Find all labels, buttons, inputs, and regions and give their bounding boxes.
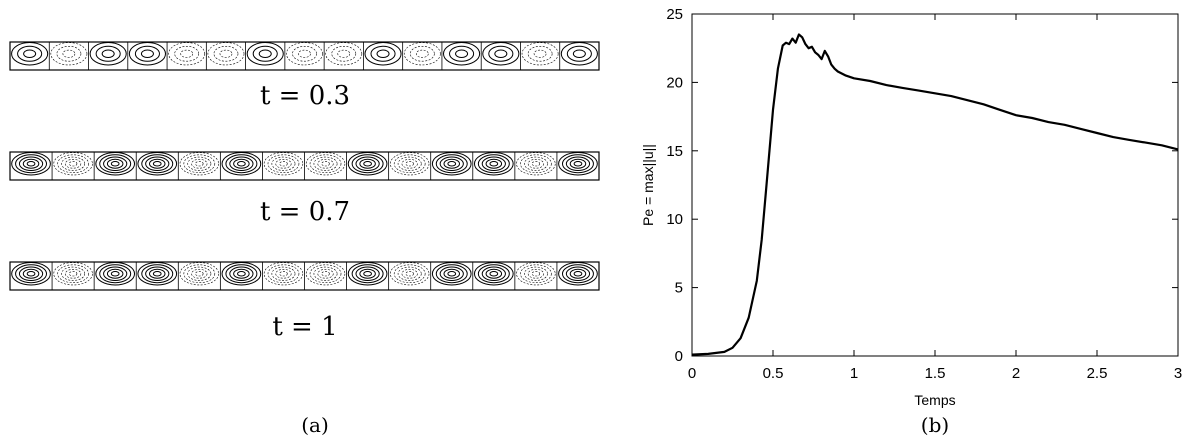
convection-cell: [514, 152, 556, 180]
convection-cell: [284, 42, 323, 70]
convection-cell: [51, 152, 93, 180]
convection-cell: [48, 42, 88, 70]
convection-cell: [472, 262, 514, 290]
convection-cell: [93, 152, 136, 180]
x-axis-label: Temps: [914, 392, 955, 408]
convection-cell: [166, 42, 206, 70]
convection-cell: [323, 42, 363, 70]
convection-cell: [304, 152, 346, 180]
convection-cell: [219, 262, 262, 290]
y-tick-label: 20: [666, 74, 683, 91]
convection-cell: [135, 262, 178, 290]
convection-cell: [520, 42, 559, 70]
convection-cell: [346, 262, 388, 290]
y-axis-label: Pe = max||u||: [640, 144, 656, 226]
panel-b-caption: (b): [921, 413, 949, 437]
convection-cell: [135, 152, 178, 180]
convection-cell: [559, 42, 598, 70]
contour-strip-snapshot-3: [9, 261, 600, 291]
convection-cell: [127, 42, 166, 70]
convection-cell: [480, 42, 520, 70]
snapshot-1-label: t = 0.3: [260, 81, 350, 111]
convection-cell: [88, 42, 127, 70]
y-tick-label: 15: [666, 143, 683, 160]
convection-cell: [11, 262, 51, 286]
convection-cell: [304, 262, 346, 290]
x-tick-label: 3: [1174, 365, 1182, 382]
x-tick-label: 2: [1012, 365, 1020, 382]
convection-cell: [430, 152, 472, 180]
convection-cell: [51, 262, 93, 290]
pe-series-line: [691, 33, 1179, 356]
convection-cell: [262, 262, 304, 290]
panel-a-contour-snapshots: t = 0.3 t = 0.7 t = 1 (a): [9, 41, 600, 437]
convection-cell: [514, 262, 556, 290]
y-tick-label: 10: [666, 211, 683, 228]
convection-cell: [430, 262, 472, 290]
convection-cell: [441, 42, 481, 70]
convection-cell: [245, 42, 284, 70]
panel-b-peclet-chart: 0 0.5 1 1.5 2 2.5 3 0 5 10 15 20 25 Temps Pe = max||…: [640, 6, 1182, 437]
convection-cell: [93, 262, 136, 290]
y-tick-label: 5: [675, 280, 683, 297]
x-tick-label: 0: [688, 365, 696, 382]
axis-ticks: 0 0.5 1 1.5 2 2.5 3 0 5 10 15 20 25: [666, 6, 1182, 382]
convection-cell: [262, 152, 304, 180]
convection-cell: [177, 262, 219, 290]
plot-frame: [691, 13, 1179, 357]
snapshot-2-label: t = 0.7: [260, 197, 350, 227]
panel-a-caption: (a): [301, 413, 329, 437]
convection-cell: [362, 42, 402, 70]
convection-cell: [177, 152, 219, 180]
convection-cell: [205, 42, 245, 70]
contour-strip-snapshot-1: [9, 41, 600, 71]
convection-cell: [388, 262, 430, 290]
x-tick-label: 0.5: [763, 365, 784, 382]
convection-cell: [556, 152, 598, 180]
y-tick-label: 0: [675, 348, 683, 365]
snapshot-3-label: t = 1: [272, 312, 337, 342]
y-tick-label: 25: [666, 6, 683, 23]
contour-strip-snapshot-2: [9, 151, 600, 181]
convection-cell: [11, 42, 49, 66]
x-tick-label: 1.5: [925, 365, 946, 382]
convection-cell: [388, 152, 430, 180]
convection-cell: [219, 152, 262, 180]
x-tick-label: 2.5: [1087, 365, 1108, 382]
convection-cell: [472, 152, 514, 180]
convection-cell: [11, 152, 51, 176]
x-tick-label: 1: [850, 365, 858, 382]
convection-cell: [402, 42, 441, 70]
convection-cell: [346, 152, 388, 180]
convection-cell: [556, 262, 598, 290]
